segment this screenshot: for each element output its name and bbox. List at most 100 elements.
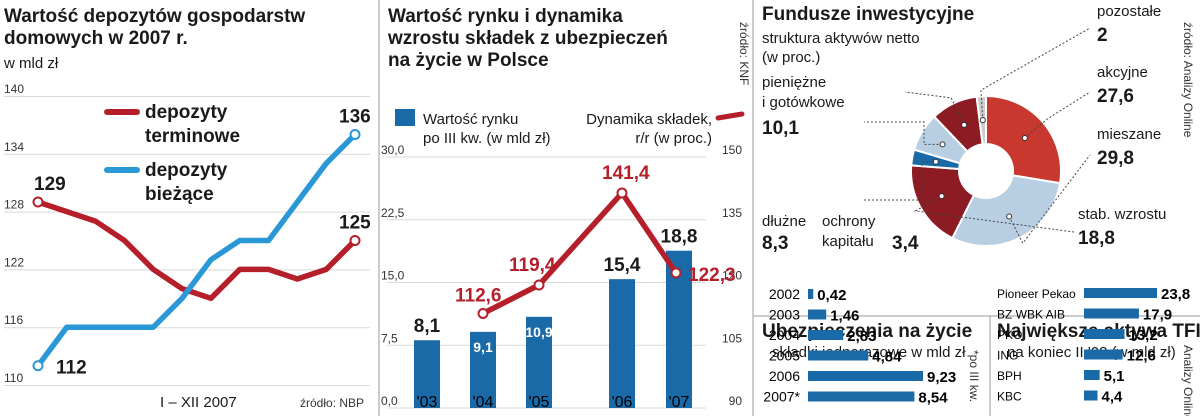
leader-dot: [1021, 135, 1028, 142]
deposits-unit: w mld zł: [3, 55, 59, 72]
y-tick-label: 128: [4, 198, 24, 212]
deposits-title-line1: Wartość depozytów gospodarstw: [4, 6, 305, 27]
category-label: 2005: [769, 348, 800, 364]
dynamics-marker: [477, 307, 489, 319]
leader-dot: [979, 117, 986, 124]
hbar: [1084, 308, 1139, 319]
label-mieszane: mieszane: [1097, 126, 1161, 143]
hbar-value-label: 17,9: [1143, 307, 1172, 324]
market-title-line1: Wartość rynku i dynamika: [388, 6, 623, 27]
label-ochrony-line1: ochrony: [822, 213, 876, 230]
bar-05: [526, 316, 552, 408]
leader-dot: [961, 121, 968, 128]
hbar-value-label: 4,84: [872, 349, 902, 366]
left-tick-label: 0,0: [381, 394, 398, 408]
series-line-terminowe: [35, 199, 358, 302]
hbar-value-label: 9,23: [927, 369, 956, 386]
right-tick-label: 105: [722, 331, 742, 345]
hbar: [1084, 288, 1157, 298]
category-label: Pioneer Pekao: [997, 287, 1076, 301]
value-pieniezne: 10,1: [762, 118, 799, 139]
value-stab-wzrostu: 18,8: [1078, 228, 1115, 249]
dynamics-value-label: 112,6: [455, 285, 502, 306]
deposits-source: źródło: NBP: [300, 396, 364, 410]
category-label: BZ WBK AIB: [997, 308, 1065, 322]
hbar: [1084, 370, 1100, 380]
value-ochrony: 3,4: [892, 233, 919, 254]
dynamics-line: [481, 190, 679, 316]
leader-line: [1008, 154, 1091, 245]
right-tick-label: 90: [729, 394, 743, 408]
bar-value-label: 8,1: [414, 316, 441, 337]
hbar-value-label: 23,8: [1161, 286, 1190, 303]
legend-biezace-line1: depozyty: [145, 160, 228, 181]
leader-dot: [939, 141, 946, 148]
label-pozostale: pozostałe: [1097, 3, 1161, 20]
category-label: 2003: [769, 307, 800, 323]
leader-line: [864, 121, 943, 145]
dynamics-marker: [533, 279, 545, 291]
right-tick-label: 135: [722, 206, 742, 220]
hbar-value-label: 12,6: [1127, 348, 1156, 365]
category-label: ING: [997, 349, 1018, 363]
hbar: [1084, 329, 1125, 339]
hbar: [1084, 390, 1098, 401]
legend-line-swatch: [715, 111, 745, 121]
leader-line: [1024, 91, 1091, 139]
life-insurance-chart: Ubezpieczenia na życie składki jednorazo…: [762, 286, 981, 407]
legend-terminowe-line1: depozyty: [145, 102, 228, 123]
value-mieszane: 29,8: [1097, 148, 1134, 169]
x-tick-label: '07: [669, 394, 690, 411]
label-akcyjne: akcyjne: [1097, 64, 1148, 81]
x-tick-label: '03: [417, 394, 438, 411]
bar-value-label: 18,8: [661, 227, 698, 248]
y-tick-label: 116: [4, 313, 23, 327]
endpoint-marker: [32, 196, 44, 208]
category-label: KBC: [997, 390, 1022, 404]
legend-terminowe-line2: terminowe: [145, 126, 240, 147]
category-label: 2006: [769, 368, 800, 384]
end-value-label: 136: [339, 107, 371, 128]
slice-stab.: [910, 164, 976, 240]
market-grid: 30,0 150 22,5 135 15,0 120 7,5 105 0,0 90: [381, 143, 743, 409]
bar-06: [609, 279, 635, 408]
x-tick-label: '06: [612, 394, 633, 411]
hbar: [808, 371, 923, 381]
x-tick-label: '04: [473, 394, 494, 411]
leader-line: [862, 161, 936, 201]
endpoint-marker: [32, 360, 44, 372]
label-ochrony-line2: kapitału: [822, 233, 874, 250]
hbar: [1084, 349, 1123, 360]
hbar-value-label: 1,46: [830, 308, 859, 325]
leader-dot: [932, 158, 939, 165]
leader-line: [913, 195, 1075, 233]
hbar-value-label: 13,2: [1128, 327, 1157, 344]
dynamics-marker: [670, 267, 682, 279]
legend-bar-swatch: [395, 109, 415, 126]
right-tick-label: 120: [722, 269, 742, 283]
funds-title: Fundusze inwestycyjne: [762, 4, 974, 25]
x-tick-label: '05: [529, 394, 550, 411]
legend-line-line1: Dynamika składek,: [586, 111, 712, 128]
value-akcyjne: 27,6: [1097, 86, 1134, 107]
funds-pie-chart: Fundusze inwestycyjne struktura aktywów …: [762, 3, 1195, 254]
funds-subtitle-line1: struktura aktywów netto: [762, 30, 920, 47]
leader-dot: [1006, 213, 1013, 220]
funds-subtitle-line2: (w proc.): [762, 49, 820, 66]
funds-leader-lines: [862, 27, 1091, 245]
insurance-market-chart: Wartość rynku i dynamika wzrostu składek…: [381, 6, 751, 411]
life-subtitle: składki jednorazowe w mld zł: [772, 344, 966, 361]
value-dluzne: 8,3: [762, 233, 788, 254]
left-tick-label: 15,0: [381, 269, 405, 283]
market-title-line2: wzrostu składek z ubezpieczeń: [387, 28, 668, 49]
label-dluzne: dłużne: [762, 213, 806, 230]
endpoint-marker: [349, 129, 361, 141]
deposits-series: 129 125 112 136: [32, 107, 371, 379]
leader-line: [980, 27, 1091, 121]
deposits-title-line2: domowych w 2007 r.: [4, 28, 188, 49]
market-bars: 8,1 '03 9,1 '04 10,9 '05 15,4 '06 18,8 '07: [414, 227, 698, 411]
value-pozostale: 2: [1097, 25, 1108, 46]
label-stab-wzrostu: stab. wzrostu: [1078, 206, 1166, 223]
hbar-value-label: 5,1: [1104, 368, 1125, 385]
